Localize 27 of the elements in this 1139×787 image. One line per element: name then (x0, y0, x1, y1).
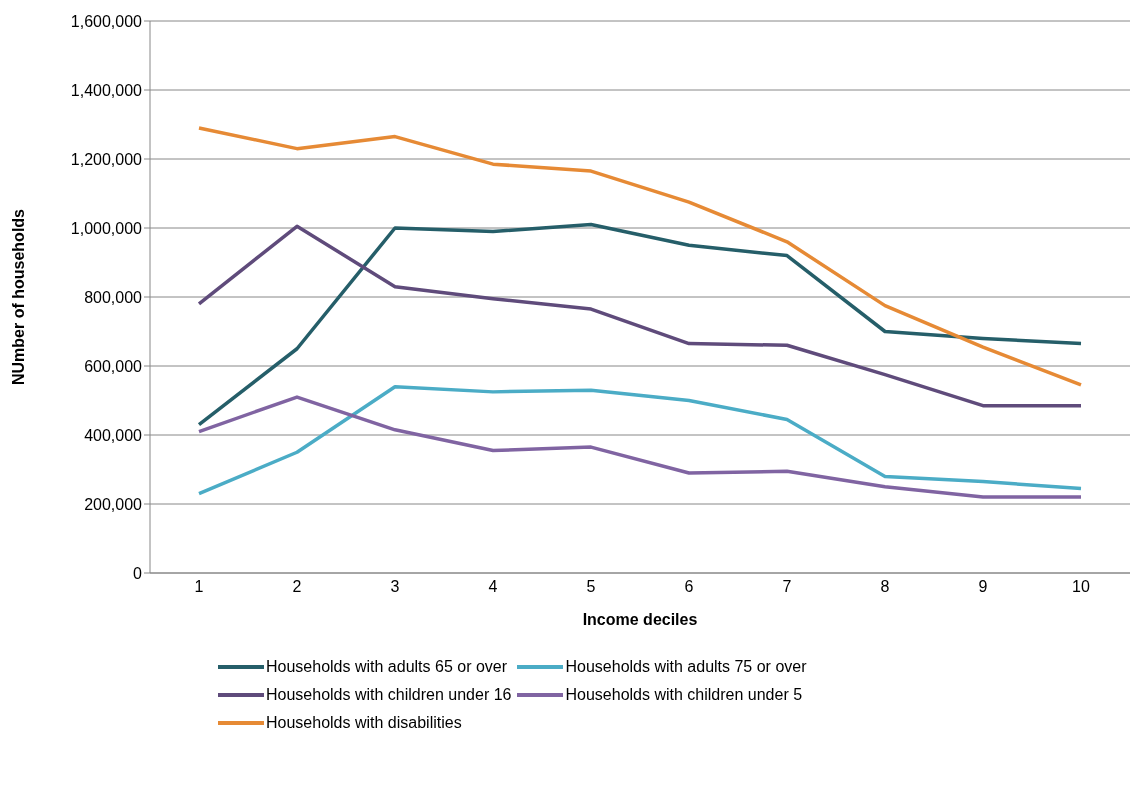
x-tick-label: 10 (1072, 578, 1090, 596)
legend-label: Households with disabilities (266, 714, 462, 732)
y-tick-label: 1,000,000 (70, 219, 143, 237)
y-tick-label: 1,400,000 (70, 81, 143, 99)
line-series (197, 126, 1083, 387)
x-tick-label: 5 (586, 578, 596, 596)
x-tick-label: 9 (978, 578, 988, 596)
x-tick-label: 6 (684, 578, 694, 596)
x-tick-label: 2 (292, 578, 302, 596)
y-tick-label: 400,000 (84, 426, 143, 444)
y-axis-title: NUmber of households (9, 208, 27, 386)
x-tick-label: 7 (782, 578, 792, 596)
x-tick-label: 1 (194, 578, 204, 596)
x-tick-label: 8 (880, 578, 890, 596)
legend-label: Households with children under 16 (266, 686, 512, 704)
y-tick-label: 200,000 (84, 495, 143, 513)
legend-label: Households with adults 75 or over (565, 658, 807, 676)
y-tick-label: 600,000 (84, 357, 143, 375)
y-tick-label: 800,000 (84, 288, 143, 306)
legend-label: Households with adults 65 or over (266, 658, 508, 676)
y-tick-label: 1,200,000 (70, 150, 143, 168)
x-tick-label: 3 (390, 578, 400, 596)
x-tick-label: 4 (488, 578, 498, 596)
legend-label: Households with children under 5 (565, 686, 803, 704)
x-axis-title: Income deciles (582, 611, 698, 628)
y-tick-label: 0 (133, 564, 143, 582)
y-tick-label: 1,600,000 (70, 12, 143, 30)
